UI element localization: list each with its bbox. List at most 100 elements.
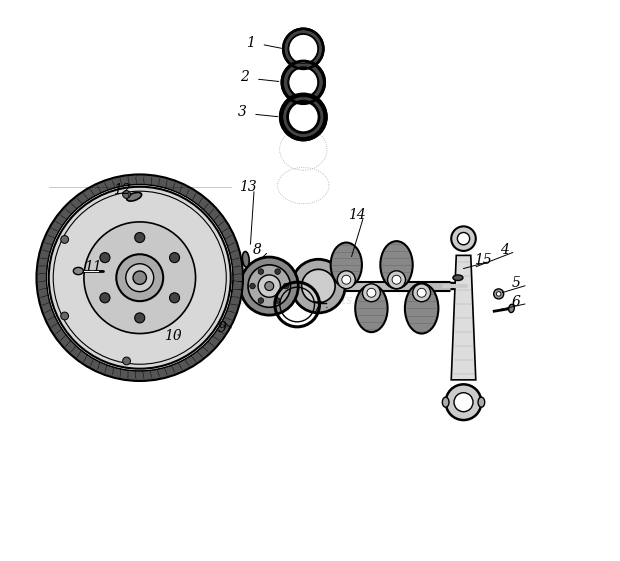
Polygon shape: [171, 181, 182, 194]
Circle shape: [84, 222, 195, 334]
Circle shape: [123, 191, 130, 199]
Text: 5: 5: [512, 276, 521, 290]
Polygon shape: [224, 309, 236, 320]
Polygon shape: [128, 370, 137, 381]
Polygon shape: [197, 346, 210, 358]
Polygon shape: [50, 220, 63, 233]
Text: 6: 6: [512, 295, 521, 309]
Text: 3: 3: [237, 105, 246, 119]
Polygon shape: [90, 184, 102, 197]
Circle shape: [117, 254, 163, 301]
Polygon shape: [82, 188, 95, 201]
Polygon shape: [202, 341, 215, 353]
Circle shape: [133, 271, 146, 284]
Polygon shape: [40, 302, 53, 313]
Polygon shape: [231, 288, 242, 297]
Ellipse shape: [478, 397, 485, 407]
Polygon shape: [217, 220, 229, 233]
Circle shape: [301, 269, 335, 303]
Circle shape: [458, 232, 470, 245]
Circle shape: [100, 252, 110, 263]
Ellipse shape: [453, 275, 463, 280]
Ellipse shape: [330, 242, 362, 287]
Polygon shape: [38, 295, 50, 305]
Text: 15: 15: [474, 253, 491, 266]
Circle shape: [451, 226, 476, 251]
Polygon shape: [37, 273, 46, 282]
Polygon shape: [208, 335, 221, 347]
Polygon shape: [178, 184, 190, 197]
Polygon shape: [232, 266, 243, 275]
Polygon shape: [112, 177, 122, 188]
Polygon shape: [64, 341, 77, 353]
Circle shape: [275, 269, 280, 274]
Polygon shape: [128, 174, 137, 185]
Text: 14: 14: [348, 208, 366, 222]
Polygon shape: [143, 370, 151, 381]
Polygon shape: [38, 250, 50, 260]
Polygon shape: [229, 295, 241, 305]
Circle shape: [250, 283, 255, 289]
Polygon shape: [37, 266, 47, 275]
Polygon shape: [43, 235, 55, 246]
Ellipse shape: [126, 192, 141, 201]
Text: 8: 8: [253, 243, 262, 257]
Polygon shape: [185, 355, 197, 367]
Circle shape: [275, 298, 280, 304]
Polygon shape: [135, 371, 144, 381]
Polygon shape: [82, 355, 95, 367]
Circle shape: [363, 284, 380, 302]
Text: 10: 10: [164, 329, 182, 343]
Polygon shape: [70, 197, 82, 210]
Circle shape: [342, 275, 351, 284]
Circle shape: [61, 312, 69, 320]
Polygon shape: [171, 362, 182, 374]
Polygon shape: [135, 174, 144, 185]
Text: 12: 12: [113, 183, 131, 197]
Circle shape: [169, 293, 180, 303]
Circle shape: [100, 293, 110, 303]
Polygon shape: [213, 214, 225, 227]
Text: 2: 2: [240, 70, 249, 84]
Text: 13: 13: [239, 180, 256, 194]
Polygon shape: [54, 214, 67, 227]
Polygon shape: [157, 177, 167, 188]
Polygon shape: [451, 255, 476, 380]
Polygon shape: [143, 174, 151, 185]
Polygon shape: [40, 242, 53, 253]
Ellipse shape: [442, 397, 449, 407]
Polygon shape: [46, 316, 59, 328]
Polygon shape: [46, 228, 59, 240]
Polygon shape: [233, 273, 243, 282]
Polygon shape: [208, 208, 221, 220]
Polygon shape: [224, 235, 236, 246]
Polygon shape: [120, 369, 130, 380]
Polygon shape: [37, 288, 48, 297]
Polygon shape: [70, 346, 82, 358]
Text: 4: 4: [500, 243, 508, 257]
Polygon shape: [120, 175, 130, 186]
Circle shape: [289, 68, 318, 97]
Polygon shape: [54, 329, 67, 341]
Ellipse shape: [405, 283, 438, 334]
Circle shape: [240, 257, 298, 315]
Polygon shape: [76, 192, 89, 205]
Circle shape: [497, 292, 501, 296]
Text: 7: 7: [313, 301, 322, 315]
Circle shape: [135, 313, 144, 323]
Polygon shape: [97, 181, 108, 194]
Circle shape: [283, 283, 289, 289]
Polygon shape: [50, 323, 63, 335]
Polygon shape: [90, 358, 102, 371]
Polygon shape: [164, 365, 175, 377]
Circle shape: [446, 384, 481, 420]
Polygon shape: [76, 351, 89, 364]
Circle shape: [392, 275, 401, 284]
Polygon shape: [112, 367, 122, 379]
Polygon shape: [150, 175, 159, 186]
Polygon shape: [104, 178, 115, 191]
Circle shape: [265, 282, 273, 291]
Circle shape: [367, 288, 376, 297]
Ellipse shape: [508, 304, 515, 312]
Polygon shape: [43, 309, 55, 320]
